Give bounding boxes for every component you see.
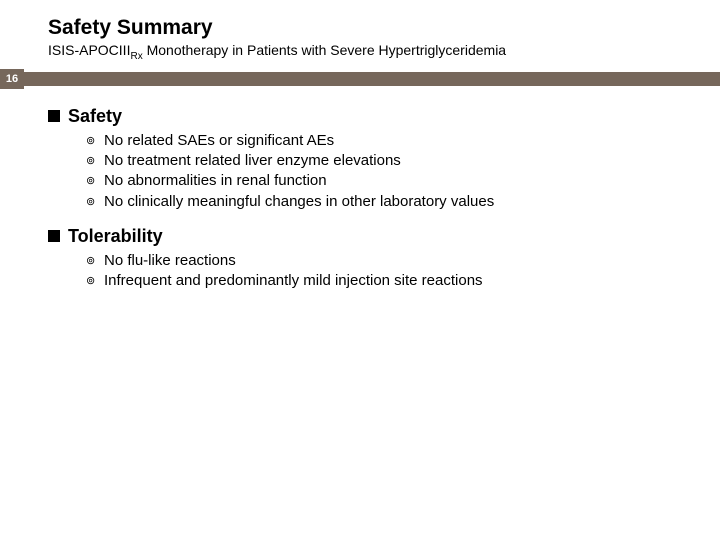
slide-title: Safety Summary [48, 16, 720, 40]
section-heading-safety: Safety [48, 106, 672, 127]
section-heading-label: Safety [68, 106, 122, 127]
slide-header: Safety Summary ISIS-APOCIIIRx Monotherap… [0, 0, 720, 62]
subtitle-suffix: Monotherapy in Patients with Severe Hype… [143, 42, 506, 58]
list-item: No flu-like reactions [86, 251, 672, 271]
list-item: No related SAEs or significant AEs [86, 131, 672, 151]
list-item: No treatment related liver enzyme elevat… [86, 151, 672, 171]
bullet-list-safety: No related SAEs or significant AEs No tr… [48, 131, 672, 212]
section-heading-tolerability: Tolerability [48, 226, 672, 247]
page-bar: 16 [0, 72, 720, 86]
slide-content: Safety No related SAEs or significant AE… [0, 86, 720, 292]
list-item: Infrequent and predominantly mild inject… [86, 271, 672, 291]
page-number: 16 [0, 69, 24, 89]
square-bullet-icon [48, 110, 60, 122]
list-item: No abnormalities in renal function [86, 171, 672, 191]
bullet-list-tolerability: No flu-like reactions Infrequent and pre… [48, 251, 672, 292]
section-heading-label: Tolerability [68, 226, 163, 247]
slide-subtitle: ISIS-APOCIIIRx Monotherapy in Patients w… [48, 42, 720, 62]
square-bullet-icon [48, 230, 60, 242]
subtitle-subscript: Rx [130, 51, 142, 62]
list-item: No clinically meaningful changes in othe… [86, 192, 672, 212]
subtitle-prefix: ISIS-APOCIII [48, 42, 130, 58]
